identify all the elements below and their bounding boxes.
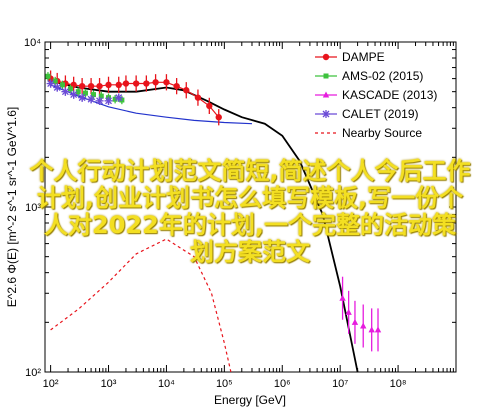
- x-tick-label: 10⁷: [332, 378, 348, 390]
- total-model-curve: [50, 80, 359, 372]
- data-point: [322, 91, 330, 98]
- legend-label: CALET (2019): [342, 107, 418, 121]
- data-point: [75, 89, 81, 95]
- data-point: [95, 96, 104, 105]
- legend-item: CALET (2019): [315, 107, 418, 121]
- data-point: [374, 326, 382, 333]
- legend-label: Nearby Source: [342, 126, 422, 140]
- data-point: [114, 93, 123, 102]
- x-axis-label: Energy [GeV]: [214, 393, 286, 407]
- data-point: [345, 308, 352, 315]
- data-point: [183, 87, 190, 94]
- data-series: [45, 70, 382, 372]
- x-tick-label: 10³: [101, 378, 117, 390]
- data-point: [78, 82, 86, 90]
- data-point: [69, 90, 78, 99]
- data-point: [194, 94, 202, 101]
- data-point: [104, 96, 113, 105]
- series-calet-2019-: [46, 79, 123, 106]
- legend-item: Nearby Source: [315, 126, 422, 140]
- data-point: [61, 87, 70, 96]
- y-axis-label: E^2.6 Φ(E) [m^-2 s^-1 sr^-1 GeV^1.6]: [5, 107, 19, 307]
- data-point: [78, 93, 87, 102]
- data-point: [87, 95, 96, 104]
- data-point: [96, 82, 103, 90]
- data-point: [132, 80, 140, 87]
- data-point: [368, 326, 375, 333]
- data-point: [122, 80, 130, 87]
- data-point: [323, 73, 329, 79]
- data-point: [152, 79, 159, 86]
- legend-label: KASCADE (2013): [342, 88, 437, 102]
- data-point: [339, 294, 346, 301]
- data-point: [53, 83, 62, 92]
- legend-item: KASCADE (2013): [315, 88, 437, 102]
- overlay-line-3: 人对2022年的计划,一个完整的活动策: [44, 211, 456, 239]
- data-point: [46, 79, 55, 88]
- data-point: [173, 82, 180, 90]
- series-kascade-2013-: [339, 276, 382, 352]
- data-point: [45, 73, 51, 79]
- x-tick-label: 10⁶: [274, 378, 291, 390]
- legend-label: AMS-02 (2015): [342, 69, 423, 83]
- legend-label: DAMPE: [342, 50, 385, 64]
- data-point: [87, 82, 95, 90]
- y-tick-label: 10²: [25, 367, 41, 379]
- overlay-line-1: 个人行动计划范文简短,简述个人今后工作: [29, 157, 471, 185]
- y-tick-label: 10³: [25, 202, 41, 214]
- data-point: [143, 80, 150, 87]
- legend: DAMPE AMS-02 (2015) KASCADE (2013) CALET (2…: [315, 50, 437, 140]
- overlay-line-2: 计划,创业计划书怎么填写模板,写一份个: [36, 184, 464, 212]
- data-point: [206, 102, 213, 110]
- x-tick-label: 10⁸: [390, 378, 407, 390]
- data-point: [215, 114, 222, 121]
- legend-item: DAMPE: [315, 50, 385, 64]
- data-point: [351, 318, 359, 325]
- data-point: [322, 53, 330, 61]
- data-point: [59, 82, 65, 88]
- data-point: [322, 110, 330, 118]
- x-tick-label: 10⁵: [216, 378, 233, 390]
- y-tick-label: 10⁴: [24, 37, 41, 49]
- data-point: [360, 322, 367, 329]
- overlay-line-4: 划方案范文: [190, 238, 310, 266]
- data-point: [82, 90, 88, 96]
- data-point: [90, 92, 96, 98]
- data-point: [163, 79, 170, 86]
- data-point: [115, 81, 122, 89]
- data-point: [52, 78, 58, 84]
- data-point: [67, 86, 73, 92]
- legend-item: AMS-02 (2015): [315, 69, 423, 83]
- x-tick-label: 10²: [43, 378, 59, 390]
- data-point: [112, 96, 118, 102]
- data-point: [105, 81, 112, 89]
- x-tick-label: 10⁴: [158, 378, 175, 390]
- data-point: [98, 93, 104, 99]
- tick-labels: 10² 10³ 10⁴ 10⁵ 10⁶ 10⁷ 10⁸ 10⁴ 10³ 10²: [24, 37, 407, 390]
- axis-ticks: [45, 42, 456, 373]
